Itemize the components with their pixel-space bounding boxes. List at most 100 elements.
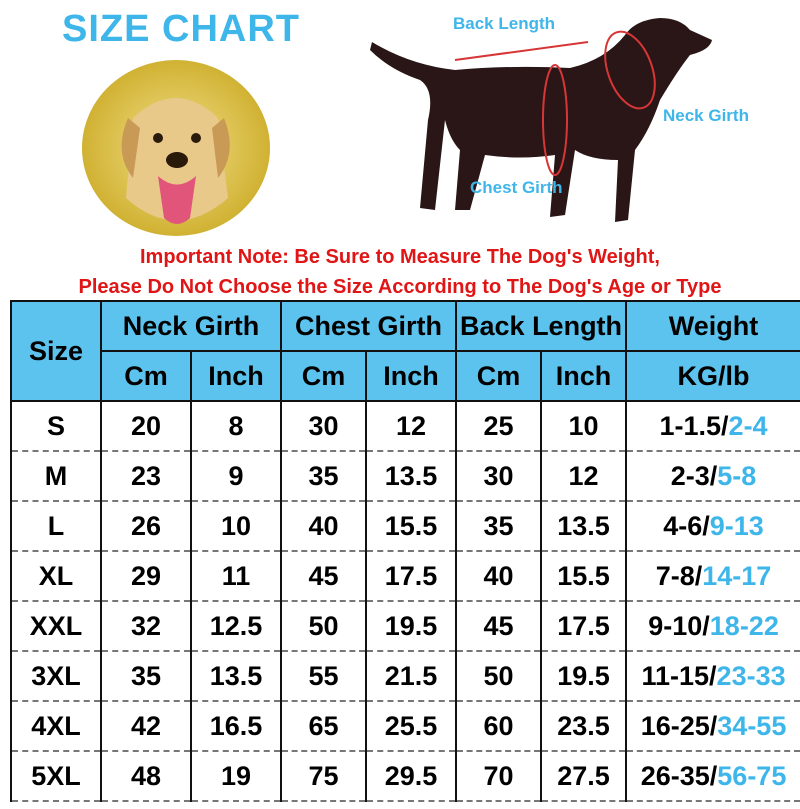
size-table: Size Neck Girth Chest Girth Back Length Weig… (10, 300, 800, 802)
value-cell: 19 (189, 750, 283, 802)
weight-kg: 9-10 (648, 610, 703, 641)
value-cell: 40 (280, 500, 368, 552)
value-cell: 15.5 (365, 500, 458, 552)
weight-kg: 2-3 (670, 460, 710, 491)
weight-separator: / (709, 760, 718, 791)
unit-header: Cm (280, 350, 368, 402)
value-cell: 60 (455, 700, 543, 752)
note-line: Important Note: Be Sure to Measure The D… (140, 246, 660, 268)
weight-unit: KG/lb (625, 350, 800, 402)
data-row: XXL 32 12.5 50 19.5 45 17.5 9-10/18-22 (10, 600, 800, 652)
value-cell: 29 (100, 550, 192, 602)
value-cell: 55 (280, 650, 368, 702)
unit-header: Inch (540, 350, 628, 402)
chest-girth-label: Chest Girth (470, 178, 563, 197)
weight-kg: 7-8 (655, 560, 695, 591)
weight-separator: / (702, 610, 710, 641)
weight-separator: / (721, 410, 729, 441)
value-cell: 21.5 (365, 650, 458, 702)
data-row: XL 29 11 45 17.5 40 15.5 7-8/14-17 (10, 550, 800, 602)
value-cell: 12 (365, 400, 458, 452)
header-row: Cm Inch Cm Inch Cm Inch KG/lb (11, 350, 800, 402)
dog-photo (82, 60, 270, 236)
size-cell: XL (10, 550, 102, 602)
value-cell: 13.5 (365, 450, 458, 502)
value-cell: 13.5 (540, 500, 628, 552)
value-cell: 35 (455, 500, 543, 552)
note-line: Please Do Not Choose the Size According … (78, 276, 722, 298)
group-header: Neck Girth (99, 300, 283, 352)
data-row: M 23 9 35 13.5 30 12 2-3/5-8 (10, 450, 800, 502)
weight-cell: 7-8/14-17 (625, 550, 800, 602)
value-cell: 25 (455, 400, 543, 452)
value-cell: 35 (280, 450, 368, 502)
weight-lb: 14-17 (702, 560, 772, 591)
data-row: 3XL 35 13.5 55 21.5 50 19.5 11-15/23-33 (10, 650, 800, 702)
weight-lb: 23-33 (716, 660, 786, 691)
weight-separator: / (709, 660, 717, 691)
weight-cell: 16-25/34-55 (625, 700, 800, 752)
value-cell: 42 (100, 700, 192, 752)
value-cell: 10 (189, 500, 283, 552)
value-cell: 11 (189, 550, 283, 602)
value-cell: 50 (280, 600, 368, 652)
value-cell: 12 (540, 450, 628, 502)
value-cell: 75 (280, 750, 368, 802)
value-cell: 40 (455, 550, 543, 602)
weight-lb: 5-8 (717, 460, 757, 491)
unit-header: Cm (455, 350, 543, 402)
value-cell: 30 (455, 450, 543, 502)
size-cell: S (10, 400, 102, 452)
unit-header: Cm (100, 350, 192, 402)
weight-lb: 34-55 (717, 710, 787, 741)
value-cell: 13.5 (189, 650, 283, 702)
value-cell: 10 (540, 400, 628, 452)
neck-girth-label: Neck Girth (663, 106, 749, 125)
value-cell: 8 (189, 400, 283, 452)
weight-lb: 56-75 (717, 760, 787, 791)
size-cell: L (10, 500, 102, 552)
value-cell: 9 (189, 450, 283, 502)
weight-separator: / (694, 560, 703, 591)
value-cell: 65 (280, 700, 368, 752)
back-length-label: Back Length (453, 14, 556, 33)
value-cell: 25.5 (365, 700, 458, 752)
data-row: S 20 8 30 12 25 10 1-1.5/2-4 (10, 400, 800, 452)
weight-lb: 18-22 (709, 610, 779, 641)
value-cell: 23 (100, 450, 192, 502)
unit-header: Inch (189, 350, 283, 402)
size-cell: M (10, 450, 102, 502)
weight-separator: / (709, 460, 718, 491)
size-cell: 3XL (10, 650, 102, 702)
value-cell: 35 (100, 650, 192, 702)
value-cell: 17.5 (365, 550, 458, 602)
value-cell: 26 (100, 500, 192, 552)
value-cell: 12.5 (189, 600, 283, 652)
weight-lb: 2-4 (728, 410, 768, 441)
value-cell: 45 (280, 550, 368, 602)
value-cell: 32 (100, 600, 192, 652)
weight-lb: 9-13 (709, 510, 764, 541)
weight-separator: / (702, 510, 710, 541)
weight-kg: 4-6 (663, 510, 703, 541)
dog-silhouette (370, 18, 712, 222)
weight-cell: 26-35/56-75 (625, 750, 800, 802)
size-header: Size (10, 300, 102, 402)
data-row: 4XL 42 16.5 65 25.5 60 23.5 16-25/34-55 (10, 700, 800, 752)
weight-cell: 2-3/5-8 (625, 450, 800, 502)
weight-kg: 11-15 (641, 660, 710, 691)
value-cell: 48 (100, 750, 192, 802)
weight-kg: 16-25 (640, 710, 710, 741)
value-cell: 16.5 (189, 700, 283, 752)
value-cell: 19.5 (365, 600, 458, 652)
weight-kg: 1-1.5 (659, 410, 722, 441)
value-cell: 17.5 (540, 600, 628, 652)
weight-cell: 1-1.5/2-4 (625, 400, 800, 452)
weight-cell: 9-10/18-22 (625, 600, 800, 652)
value-cell: 45 (455, 600, 543, 652)
weight-header: Weight (625, 300, 800, 352)
group-header: Back Length (455, 300, 628, 352)
value-cell: 23.5 (540, 700, 628, 752)
value-cell: 20 (100, 400, 192, 452)
weight-separator: / (709, 710, 718, 741)
